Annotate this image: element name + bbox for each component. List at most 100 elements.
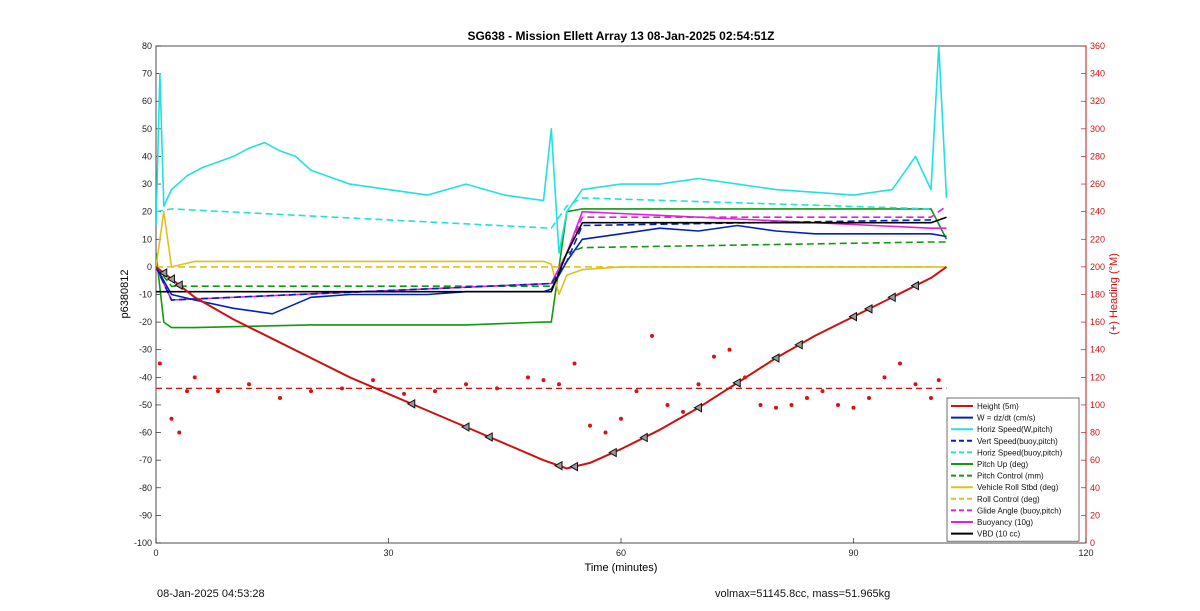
heading-point bbox=[588, 423, 592, 428]
y2-tick-label: 180 bbox=[1090, 290, 1105, 300]
legend-label: Glide Angle (buoy,pitch) bbox=[977, 506, 1062, 515]
heading-point bbox=[820, 389, 825, 394]
heading-point bbox=[696, 382, 701, 387]
heading-point bbox=[526, 375, 530, 380]
yo-marker bbox=[887, 292, 896, 303]
legend-label: Roll Control (deg) bbox=[977, 495, 1040, 504]
heading-point bbox=[882, 375, 887, 380]
series-line-2 bbox=[156, 46, 948, 254]
y-tick-label: 40 bbox=[142, 151, 152, 161]
heading-point bbox=[898, 361, 902, 366]
y2-tick-label: 20 bbox=[1090, 510, 1100, 520]
y-tick-label: -70 bbox=[139, 455, 152, 465]
heading-point bbox=[712, 354, 716, 359]
heading-point bbox=[185, 389, 189, 394]
heading-point bbox=[936, 378, 941, 383]
heading-point bbox=[177, 430, 182, 435]
series-line-4 bbox=[156, 197, 932, 229]
y-axis-label: p6380812 bbox=[119, 270, 131, 319]
legend-label: W = dz/dt (cm/s) bbox=[977, 414, 1036, 423]
heading-point bbox=[650, 333, 654, 338]
heading-point bbox=[867, 396, 871, 401]
y-tick-label: 50 bbox=[142, 124, 152, 134]
heading-point bbox=[743, 375, 747, 380]
yo-marker bbox=[553, 460, 563, 471]
y2-tick-label: 320 bbox=[1090, 96, 1105, 106]
series-line-1 bbox=[156, 224, 947, 315]
y2-tick-label: 0 bbox=[1090, 538, 1095, 548]
yo-marker bbox=[639, 432, 648, 443]
y2-tick-label: 140 bbox=[1090, 345, 1105, 355]
series-line-11 bbox=[156, 216, 947, 293]
heading-point bbox=[789, 402, 794, 407]
y-tick-label: 80 bbox=[142, 41, 152, 51]
yo-marker bbox=[460, 422, 470, 432]
heading-point bbox=[402, 391, 406, 396]
heading-point bbox=[557, 382, 561, 387]
heading-point bbox=[913, 382, 918, 387]
y2-tick-label: 40 bbox=[1090, 483, 1100, 493]
yo-marker bbox=[569, 461, 578, 472]
y-tick-label: -80 bbox=[139, 483, 152, 493]
yo-marker bbox=[174, 280, 183, 290]
x-tick-label: 0 bbox=[153, 548, 158, 558]
legend: Height (5m) W = dz/dt (cm/s) Horiz Speed(W… bbox=[946, 397, 1080, 542]
heading-point bbox=[836, 402, 840, 407]
plot-area: 80706050403020100-10-20-30-40-50-60-70-8… bbox=[134, 41, 1105, 558]
y2-tick-label: 80 bbox=[1090, 428, 1100, 438]
y2-axis-label: (+) Heading (°M) bbox=[1108, 253, 1120, 335]
heading-point bbox=[619, 416, 623, 421]
y2-tick-label: 120 bbox=[1090, 372, 1105, 382]
heading-point bbox=[247, 382, 251, 387]
heading-point bbox=[572, 361, 577, 366]
heading-point bbox=[541, 378, 546, 383]
y-tick-label: 10 bbox=[142, 234, 152, 244]
yo-marker bbox=[863, 303, 873, 314]
y-tick-label: 20 bbox=[142, 207, 152, 217]
y-tick-label: -20 bbox=[139, 317, 152, 327]
y-tick-label: -40 bbox=[139, 372, 152, 382]
y2-tick-label: 300 bbox=[1090, 124, 1105, 134]
footer-timestamp: 08-Jan-2025 04:53:28 bbox=[157, 588, 265, 600]
legend-label: Pitch Up (deg) bbox=[977, 460, 1028, 469]
y-tick-label: -10 bbox=[139, 290, 152, 300]
heading-point bbox=[371, 378, 375, 383]
legend-label: Buoyancy (10g) bbox=[977, 518, 1033, 527]
heading-point bbox=[278, 396, 282, 401]
legend-label: Horiz Speed(W,pitch) bbox=[977, 425, 1053, 434]
x-tick-label: 120 bbox=[1078, 548, 1093, 558]
legend-label: Height (5m) bbox=[977, 402, 1019, 411]
yo-marker bbox=[166, 274, 175, 284]
heading-point bbox=[727, 347, 732, 352]
heading-point bbox=[464, 382, 468, 387]
y-tick-label: 30 bbox=[142, 179, 152, 189]
yo-marker bbox=[910, 280, 919, 291]
heading-point bbox=[665, 402, 670, 407]
y-tick-label: 0 bbox=[147, 262, 152, 272]
heading-point bbox=[340, 386, 344, 391]
legend-label: VBD (10 cc) bbox=[977, 530, 1020, 539]
y2-tick-label: 360 bbox=[1090, 41, 1105, 51]
heading-point bbox=[433, 389, 437, 394]
y-tick-label: -60 bbox=[139, 428, 152, 438]
y-tick-label: 70 bbox=[142, 69, 152, 79]
heading-point bbox=[603, 430, 608, 435]
y2-tick-label: 280 bbox=[1090, 151, 1105, 161]
heading-point bbox=[495, 386, 499, 391]
y2-tick-label: 340 bbox=[1090, 69, 1105, 79]
chart-title: SG638 - Mission Ellett Array 13 08-Jan-2… bbox=[467, 29, 774, 43]
x-axis-label: Time (minutes) bbox=[585, 562, 658, 574]
yo-marker bbox=[158, 268, 168, 278]
legend-label: Vert Speed(buoy,pitch) bbox=[977, 437, 1058, 446]
y2-tick-label: 160 bbox=[1090, 317, 1105, 327]
y2-tick-label: 200 bbox=[1090, 262, 1105, 272]
legend-label: Pitch Control (mm) bbox=[977, 472, 1044, 481]
legend-label: Horiz Speed(buoy,pitch) bbox=[977, 448, 1063, 457]
heading-point bbox=[758, 402, 763, 407]
yo-marker bbox=[770, 353, 780, 363]
heading-point bbox=[681, 409, 685, 414]
y2-tick-label: 260 bbox=[1090, 179, 1105, 189]
yo-marker bbox=[693, 402, 702, 413]
heading-point bbox=[634, 389, 639, 394]
y-tick-label: -50 bbox=[139, 400, 152, 410]
